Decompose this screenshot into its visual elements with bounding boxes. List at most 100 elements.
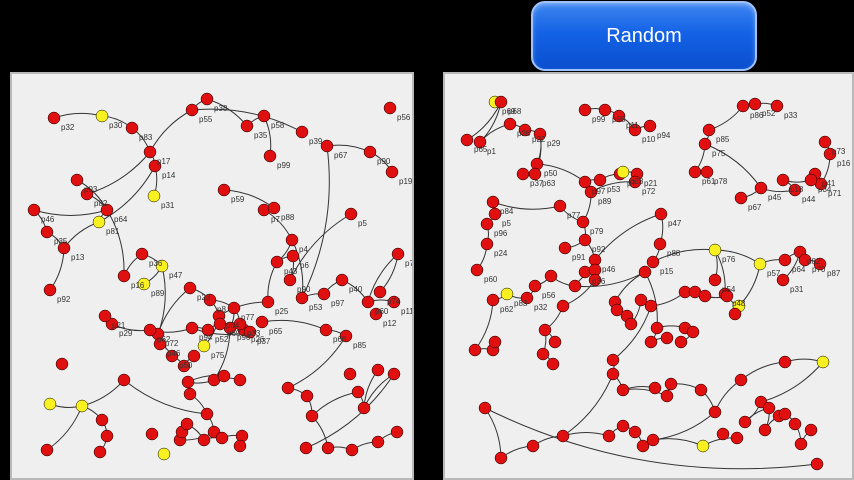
right-node[interactable] — [788, 183, 802, 197]
right-node[interactable] — [536, 347, 550, 361]
right-node[interactable] — [753, 257, 767, 271]
right-node[interactable] — [660, 331, 674, 345]
right-node[interactable] — [650, 321, 664, 335]
left-graph-panel[interactable]: p32 p30 p83 p17 p55 p38 p35 p58 p99 p39 p56 p67 p90 p… — [10, 72, 414, 480]
left-node[interactable] — [283, 273, 297, 287]
right-node[interactable] — [533, 127, 547, 141]
right-node[interactable] — [778, 355, 792, 369]
right-node[interactable] — [488, 207, 502, 221]
right-node[interactable] — [696, 439, 710, 453]
right-node[interactable] — [674, 335, 688, 349]
left-node[interactable] — [100, 203, 114, 217]
right-node[interactable] — [636, 439, 650, 453]
right-node[interactable] — [644, 299, 658, 313]
left-node[interactable] — [320, 139, 334, 153]
left-node[interactable] — [117, 269, 131, 283]
right-node[interactable] — [810, 457, 824, 471]
left-node[interactable] — [93, 445, 107, 459]
right-node[interactable] — [644, 335, 658, 349]
right-node[interactable] — [664, 377, 678, 391]
left-node[interactable] — [145, 427, 159, 441]
right-node[interactable] — [762, 401, 776, 415]
left-node[interactable] — [371, 435, 385, 449]
right-node[interactable] — [576, 215, 590, 229]
right-node[interactable] — [804, 173, 818, 187]
left-node[interactable] — [257, 109, 271, 123]
right-node[interactable] — [646, 255, 660, 269]
right-node[interactable] — [754, 181, 768, 195]
right-node[interactable] — [776, 273, 790, 287]
right-node[interactable] — [486, 293, 500, 307]
right-node[interactable] — [654, 207, 668, 221]
left-node[interactable] — [387, 367, 401, 381]
right-node[interactable] — [708, 273, 722, 287]
left-graph-canvas[interactable]: p32 p30p83p17p55p38p35p58p99p39p56p67p90p… — [12, 74, 412, 478]
right-node[interactable] — [738, 415, 752, 429]
right-node[interactable] — [686, 325, 700, 339]
left-node[interactable] — [391, 247, 405, 261]
right-node[interactable] — [648, 381, 662, 395]
left-node[interactable] — [295, 125, 309, 139]
right-node[interactable] — [526, 439, 540, 453]
right-node[interactable] — [660, 389, 674, 403]
right-node[interactable] — [694, 383, 708, 397]
right-node[interactable] — [556, 299, 570, 313]
left-node[interactable] — [177, 359, 191, 373]
left-node[interactable] — [137, 277, 151, 291]
right-node[interactable] — [818, 135, 832, 149]
right-node[interactable] — [734, 191, 748, 205]
right-node[interactable] — [558, 241, 572, 255]
right-node[interactable] — [628, 175, 642, 189]
right-node[interactable] — [634, 293, 648, 307]
left-node[interactable] — [343, 367, 357, 381]
right-node[interactable] — [628, 425, 642, 439]
right-node[interactable] — [628, 123, 642, 137]
random-button[interactable]: Random — [531, 1, 757, 71]
right-node[interactable] — [646, 433, 660, 447]
left-node[interactable] — [227, 301, 241, 315]
left-node[interactable] — [117, 373, 131, 387]
left-node[interactable] — [285, 233, 299, 247]
right-node[interactable] — [593, 173, 607, 187]
left-node[interactable] — [233, 373, 247, 387]
right-node[interactable] — [460, 133, 474, 147]
left-node[interactable] — [200, 407, 214, 421]
left-node[interactable] — [319, 323, 333, 337]
left-node[interactable] — [361, 295, 375, 309]
right-node[interactable] — [794, 437, 808, 451]
left-node[interactable] — [143, 145, 157, 159]
left-node[interactable] — [385, 165, 399, 179]
left-node[interactable] — [197, 339, 211, 353]
left-node[interactable] — [286, 249, 300, 263]
right-node[interactable] — [568, 279, 582, 293]
right-node[interactable] — [520, 291, 534, 305]
left-node[interactable] — [305, 409, 319, 423]
right-node[interactable] — [702, 123, 716, 137]
right-node[interactable] — [688, 165, 702, 179]
left-node[interactable] — [243, 325, 257, 339]
left-node[interactable] — [70, 173, 84, 187]
left-node[interactable] — [267, 201, 281, 215]
right-node[interactable] — [616, 419, 630, 433]
left-node[interactable] — [215, 431, 229, 445]
left-node[interactable] — [181, 375, 195, 389]
right-node[interactable] — [616, 165, 630, 179]
right-node[interactable] — [708, 405, 722, 419]
right-node[interactable] — [823, 147, 837, 161]
left-node[interactable] — [185, 321, 199, 335]
right-node[interactable] — [538, 323, 552, 337]
left-node[interactable] — [295, 291, 309, 305]
right-node[interactable] — [778, 407, 792, 421]
left-node[interactable] — [203, 293, 217, 307]
right-node[interactable] — [478, 401, 492, 415]
right-node[interactable] — [544, 269, 558, 283]
left-node[interactable] — [100, 429, 114, 443]
left-node[interactable] — [187, 349, 201, 363]
left-node[interactable] — [321, 441, 335, 455]
right-node[interactable] — [816, 355, 830, 369]
right-node[interactable] — [578, 103, 592, 117]
left-node[interactable] — [183, 387, 197, 401]
left-node[interactable] — [57, 241, 71, 255]
left-node[interactable] — [371, 363, 385, 377]
left-node[interactable] — [390, 425, 404, 439]
